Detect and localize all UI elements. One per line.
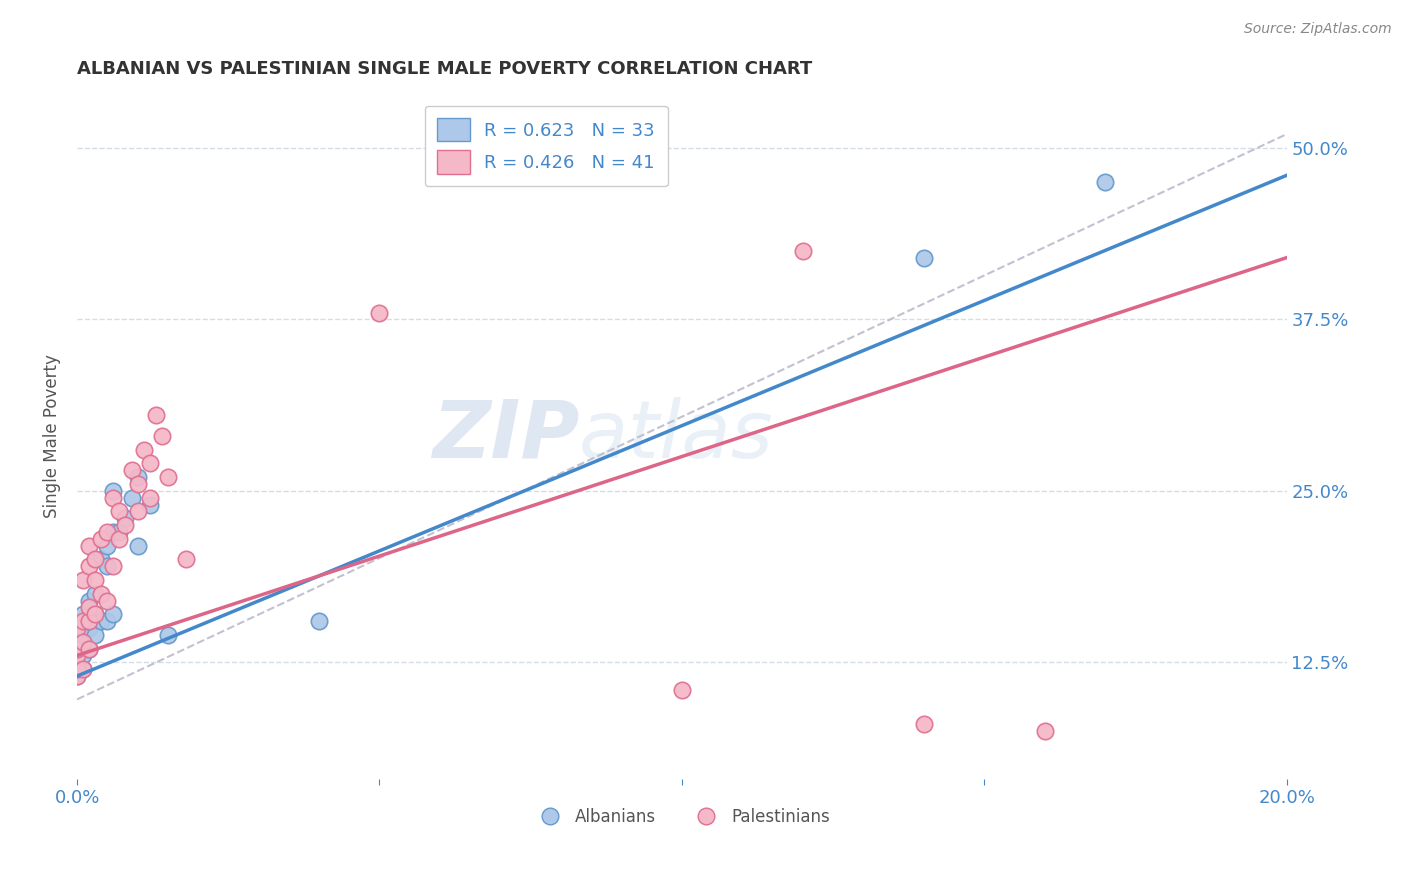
Point	[96, 539, 118, 553]
Point	[127, 477, 149, 491]
Point	[90, 587, 112, 601]
Point	[108, 524, 131, 539]
Point	[72, 614, 94, 628]
Point	[77, 621, 100, 635]
Point	[96, 593, 118, 607]
Point	[96, 614, 118, 628]
Point	[66, 621, 89, 635]
Point	[150, 429, 173, 443]
Point	[127, 504, 149, 518]
Point	[84, 587, 107, 601]
Point	[103, 524, 125, 539]
Point	[90, 532, 112, 546]
Text: ALBANIAN VS PALESTINIAN SINGLE MALE POVERTY CORRELATION CHART: ALBANIAN VS PALESTINIAN SINGLE MALE POVE…	[77, 60, 813, 78]
Point	[174, 552, 197, 566]
Point	[66, 662, 89, 676]
Point	[138, 457, 160, 471]
Point	[121, 463, 143, 477]
Point	[368, 305, 391, 319]
Point	[114, 518, 136, 533]
Point	[127, 539, 149, 553]
Point	[84, 607, 107, 622]
Point	[114, 511, 136, 525]
Point	[132, 442, 155, 457]
Point	[72, 573, 94, 587]
Point	[66, 648, 89, 663]
Y-axis label: Single Male Poverty: Single Male Poverty	[44, 354, 60, 518]
Point	[72, 662, 94, 676]
Point	[72, 634, 94, 648]
Point	[72, 607, 94, 622]
Point	[66, 669, 89, 683]
Point	[156, 470, 179, 484]
Point	[77, 593, 100, 607]
Point	[1033, 723, 1056, 738]
Legend: Albanians, Palestinians: Albanians, Palestinians	[527, 801, 837, 832]
Point	[103, 559, 125, 574]
Point	[90, 614, 112, 628]
Point	[308, 614, 330, 628]
Point	[84, 628, 107, 642]
Point	[77, 641, 100, 656]
Point	[84, 573, 107, 587]
Point	[103, 483, 125, 498]
Point	[138, 491, 160, 505]
Point	[77, 614, 100, 628]
Point	[84, 552, 107, 566]
Text: ZIP: ZIP	[432, 397, 579, 475]
Point	[66, 648, 89, 663]
Point	[912, 251, 935, 265]
Point	[96, 559, 118, 574]
Point	[66, 669, 89, 683]
Point	[156, 628, 179, 642]
Point	[108, 532, 131, 546]
Point	[96, 524, 118, 539]
Point	[66, 641, 89, 656]
Point	[72, 621, 94, 635]
Point	[1094, 175, 1116, 189]
Point	[145, 409, 167, 423]
Point	[77, 600, 100, 615]
Point	[77, 539, 100, 553]
Point	[103, 491, 125, 505]
Point	[77, 559, 100, 574]
Text: atlas: atlas	[579, 397, 773, 475]
Point	[121, 491, 143, 505]
Text: Source: ZipAtlas.com: Source: ZipAtlas.com	[1244, 22, 1392, 37]
Point	[127, 470, 149, 484]
Point	[671, 682, 693, 697]
Point	[77, 614, 100, 628]
Point	[103, 607, 125, 622]
Point	[72, 648, 94, 663]
Point	[84, 607, 107, 622]
Point	[138, 498, 160, 512]
Point	[792, 244, 814, 258]
Point	[66, 662, 89, 676]
Point	[72, 662, 94, 676]
Point	[77, 641, 100, 656]
Point	[72, 634, 94, 648]
Point	[90, 552, 112, 566]
Point	[912, 717, 935, 731]
Point	[108, 504, 131, 518]
